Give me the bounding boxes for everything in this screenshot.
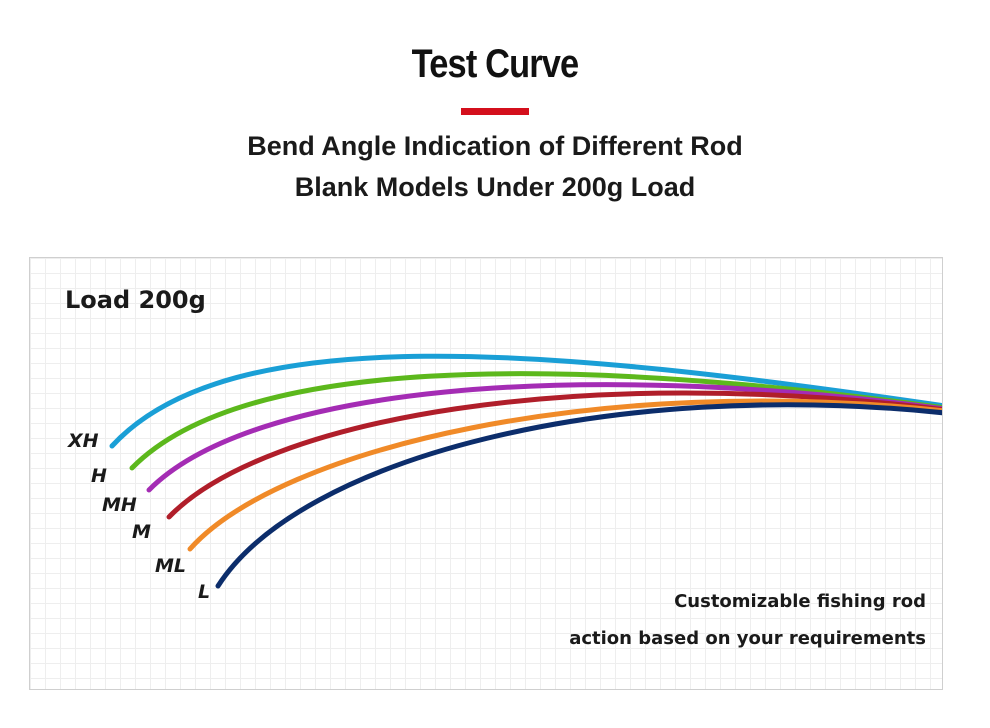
curve-mh — [146, 382, 942, 493]
customization-note-line-2: action based on your requirements — [569, 628, 926, 649]
label-l: L — [198, 581, 211, 603]
subtitle-line-1: Bend Angle Indication of Different Rod — [247, 131, 743, 161]
load-label: Load 200g — [65, 286, 206, 314]
title-underline — [461, 108, 529, 115]
label-mh: MH — [102, 494, 137, 516]
subtitle-line-2: Blank Models Under 200g Load — [294, 172, 696, 202]
test-curve-panel: Load 200g XH H MH M ML L Customizable fi… — [29, 257, 943, 690]
customization-note-line-1: Customizable fishing rod — [674, 591, 926, 612]
label-h: H — [91, 465, 107, 487]
curve-ml — [187, 398, 942, 552]
rod-curves-diagram — [109, 353, 942, 589]
curve-l — [215, 402, 942, 589]
label-ml: ML — [155, 555, 187, 577]
curve-h — [129, 371, 942, 471]
curve-xh — [109, 353, 942, 449]
label-m: M — [132, 521, 151, 543]
label-xh: XH — [68, 430, 99, 452]
page-title: Test Curve — [411, 42, 580, 86]
curve-m — [166, 390, 942, 520]
